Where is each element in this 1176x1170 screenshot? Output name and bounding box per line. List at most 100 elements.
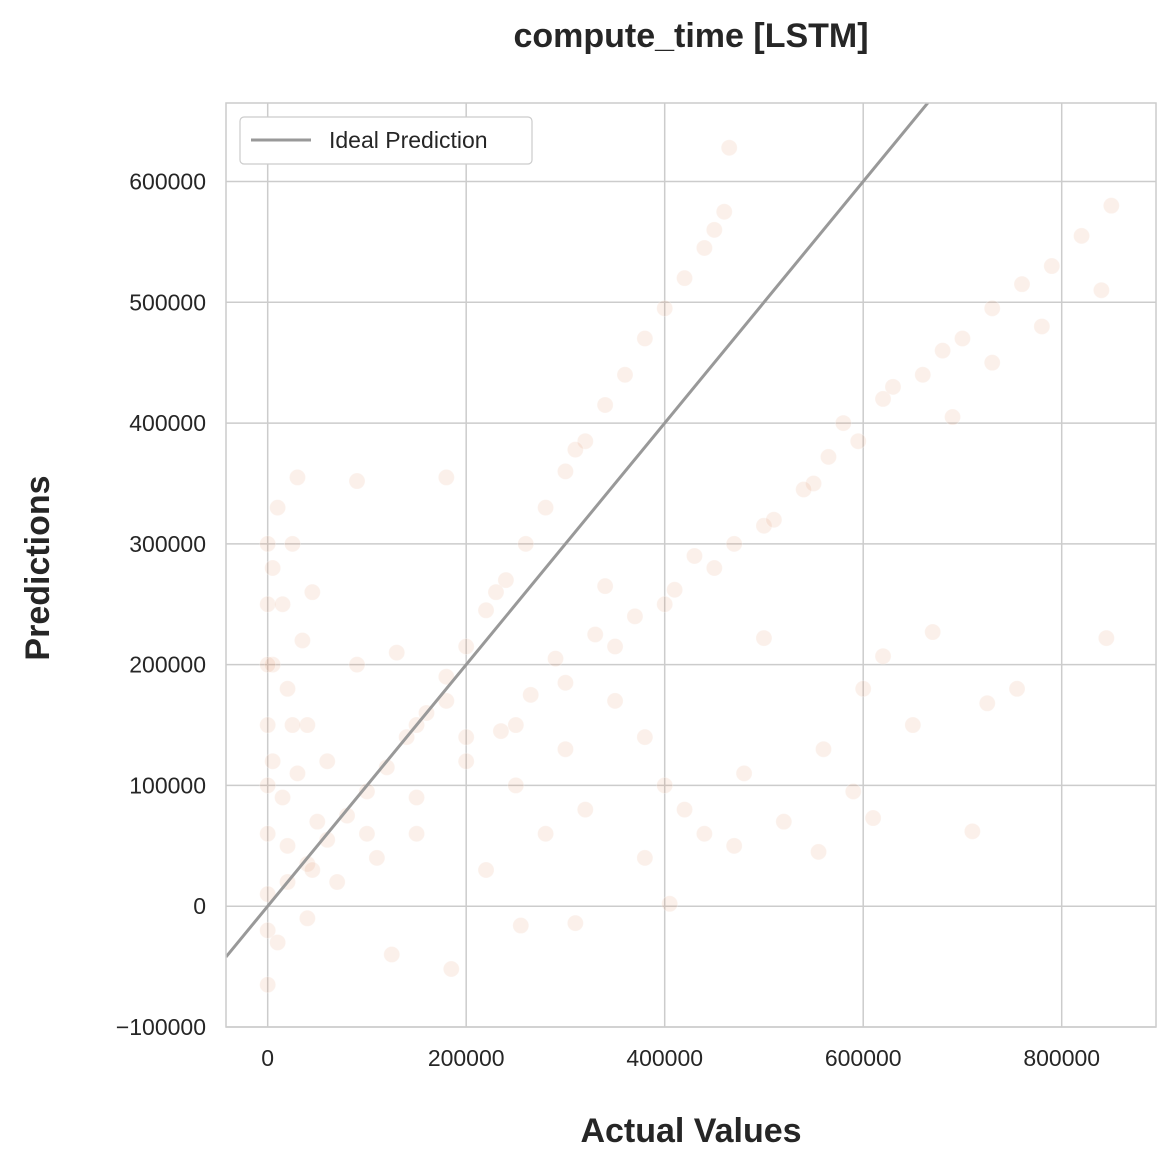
scatter-point xyxy=(596,396,614,414)
scatter-point xyxy=(636,849,654,867)
scatter-point xyxy=(735,764,753,782)
scatter-point xyxy=(715,203,733,221)
scatter-point xyxy=(368,849,386,867)
y-tick-label: 300000 xyxy=(129,531,206,557)
scatter-point xyxy=(303,583,321,601)
scatter-point xyxy=(1033,317,1051,335)
scatter-point xyxy=(676,269,694,287)
scatter-point xyxy=(259,656,277,674)
x-tick-label: 400000 xyxy=(626,1045,703,1071)
scatter-point xyxy=(874,647,892,665)
scatter-point xyxy=(596,577,614,595)
scatter-point xyxy=(810,843,828,861)
scatter-point xyxy=(477,601,495,619)
scatter-point xyxy=(705,559,723,577)
y-tick-label: 0 xyxy=(193,893,206,919)
x-tick-label: 800000 xyxy=(1023,1045,1100,1071)
y-axis-title: Predictions xyxy=(19,475,57,660)
scatter-point xyxy=(963,822,981,840)
scatter-point xyxy=(492,722,510,740)
x-axis-title: Actual Values xyxy=(580,1112,801,1150)
scatter-point xyxy=(983,299,1001,317)
scatter-point xyxy=(283,535,301,553)
scatter-point xyxy=(983,354,1001,372)
scatter-point xyxy=(274,789,292,807)
y-tick-labels: −100000 0 100000 200000 300000 400000 500000 60… xyxy=(116,169,206,1040)
scatter-point xyxy=(616,366,634,384)
scatter-point xyxy=(383,946,401,964)
scatter-points xyxy=(259,139,1120,994)
scatter-point xyxy=(556,462,574,480)
scatter-point xyxy=(844,782,862,800)
scatter-point xyxy=(720,139,738,157)
scatter-point xyxy=(606,692,624,710)
y-tick-label: −100000 xyxy=(116,1014,206,1040)
scatter-point xyxy=(537,499,555,517)
scatter-point xyxy=(636,330,654,348)
scatter-point xyxy=(884,378,902,396)
chart-title: compute_time [LSTM] xyxy=(513,17,868,55)
scatter-point xyxy=(298,716,316,734)
scatter-point xyxy=(815,740,833,758)
scatter-point xyxy=(1092,281,1110,299)
scatter-point xyxy=(328,873,346,891)
scatter-point xyxy=(695,825,713,843)
scatter-point xyxy=(293,631,311,649)
scatter-point xyxy=(522,686,540,704)
scatter-point xyxy=(1013,275,1031,293)
scatter-point xyxy=(274,595,292,613)
y-tick-label: 600000 xyxy=(129,169,206,195)
scatter-point xyxy=(874,390,892,408)
legend-box xyxy=(239,116,533,165)
scatter-point xyxy=(685,547,703,565)
scatter-point xyxy=(676,801,694,819)
scatter-point xyxy=(1097,629,1115,647)
scatter-point xyxy=(755,629,773,647)
plot-frame xyxy=(225,102,1157,1028)
scatter-point xyxy=(303,861,321,879)
y-tick-label: 500000 xyxy=(129,289,206,315)
scatter-point xyxy=(517,535,535,553)
scatter-point xyxy=(854,680,872,698)
scatter-point xyxy=(279,680,297,698)
scatter-point xyxy=(264,656,282,674)
scatter-point xyxy=(914,366,932,384)
scatter-point xyxy=(1043,257,1061,275)
y-tick-label: 100000 xyxy=(129,772,206,798)
scatter-point xyxy=(636,728,654,746)
scatter-point xyxy=(944,408,962,426)
scatter-point xyxy=(408,825,426,843)
scatter-point xyxy=(904,716,922,734)
scatter-point xyxy=(934,342,952,360)
scatter-point xyxy=(442,960,460,978)
scatter-point xyxy=(259,776,277,794)
scatter-point xyxy=(318,752,336,770)
scatter-point xyxy=(566,441,584,459)
scatter-point xyxy=(666,581,684,599)
scatter-point xyxy=(388,644,406,662)
scatter-point xyxy=(576,432,594,450)
scatter-point xyxy=(259,921,277,939)
scatter-point xyxy=(725,837,743,855)
scatter-point xyxy=(556,740,574,758)
scatter-point xyxy=(725,535,743,553)
scatter-point xyxy=(487,583,505,601)
scatter-point xyxy=(358,825,376,843)
scatter-point xyxy=(269,933,287,951)
y-tick-label: 200000 xyxy=(129,652,206,678)
plot-background xyxy=(226,103,1156,1027)
scatter-point xyxy=(512,917,530,935)
scatter-point xyxy=(497,571,515,589)
scatter-point xyxy=(259,976,277,994)
scatter-point xyxy=(259,535,277,553)
ideal-prediction-line xyxy=(226,103,930,958)
scatter-point xyxy=(288,764,306,782)
scatter-point xyxy=(864,809,882,827)
scatter-point xyxy=(795,481,813,499)
scatter-point xyxy=(437,468,455,486)
scatter-point xyxy=(705,221,723,239)
scatter-point xyxy=(288,468,306,486)
scatter-point xyxy=(849,432,867,450)
y-tick-label: 400000 xyxy=(129,410,206,436)
scatter-point xyxy=(775,813,793,831)
